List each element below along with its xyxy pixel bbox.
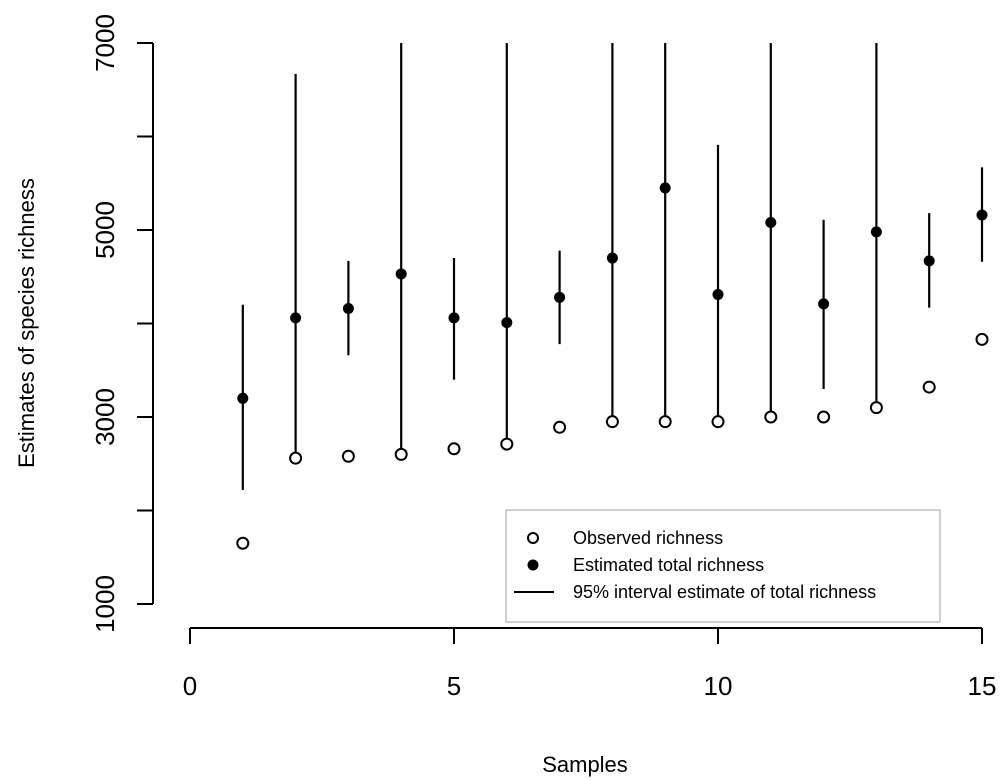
estimated-point (501, 317, 513, 329)
observed-point (289, 451, 303, 465)
observed-point (605, 415, 619, 429)
observed-point (764, 410, 778, 424)
observed-point (236, 536, 250, 550)
estimated-point (870, 226, 882, 238)
y-tick-label: 5000 (90, 201, 120, 259)
legend-estimated-marker (527, 559, 539, 571)
estimated-point (712, 289, 724, 301)
observed-point (553, 420, 567, 434)
observed-point (869, 401, 883, 415)
estimated-point (606, 252, 618, 264)
x-tick-label: 0 (183, 671, 197, 701)
estimated-point (448, 312, 460, 324)
observed-point (447, 442, 461, 456)
y-axis-title: Estimates of species richness (14, 178, 39, 468)
legend: Observed richness Estimated total richne… (505, 509, 941, 623)
legend-interval-label: 95% interval estimate of total richness (573, 582, 876, 602)
y-axis: 1000 3000 5000 7000 (90, 14, 154, 633)
observed-point (341, 449, 355, 463)
x-axis-title: Samples (542, 752, 628, 777)
observed-point (394, 447, 408, 461)
x-tick-label: 15 (968, 671, 997, 701)
estimated-point (237, 392, 249, 404)
estimated-point (395, 268, 407, 280)
legend-observed-label: Observed richness (573, 528, 723, 548)
observed-point (922, 380, 936, 394)
estimated-point (923, 255, 935, 267)
estimated-point (765, 217, 777, 229)
x-tick-label: 5 (447, 671, 461, 701)
y-tick-label: 7000 (90, 14, 120, 72)
estimated-point (342, 303, 354, 315)
x-axis: 0 5 10 15 (183, 627, 997, 701)
legend-box (505, 509, 941, 623)
estimated-point (976, 209, 988, 221)
estimated-point (659, 182, 671, 194)
observed-point (711, 415, 725, 429)
observed-point (975, 332, 989, 346)
observed-point (658, 415, 672, 429)
plot-marks (236, 43, 989, 550)
estimated-point (554, 291, 566, 303)
legend-estimated-label: Estimated total richness (573, 555, 764, 575)
estimated-point (290, 312, 302, 324)
legend-observed-marker (527, 532, 539, 544)
observed-point (500, 437, 514, 451)
y-tick-label: 3000 (90, 388, 120, 446)
observed-point (817, 410, 831, 424)
estimated-point (818, 298, 830, 310)
y-tick-label: 1000 (90, 575, 120, 633)
x-tick-label: 10 (704, 671, 733, 701)
